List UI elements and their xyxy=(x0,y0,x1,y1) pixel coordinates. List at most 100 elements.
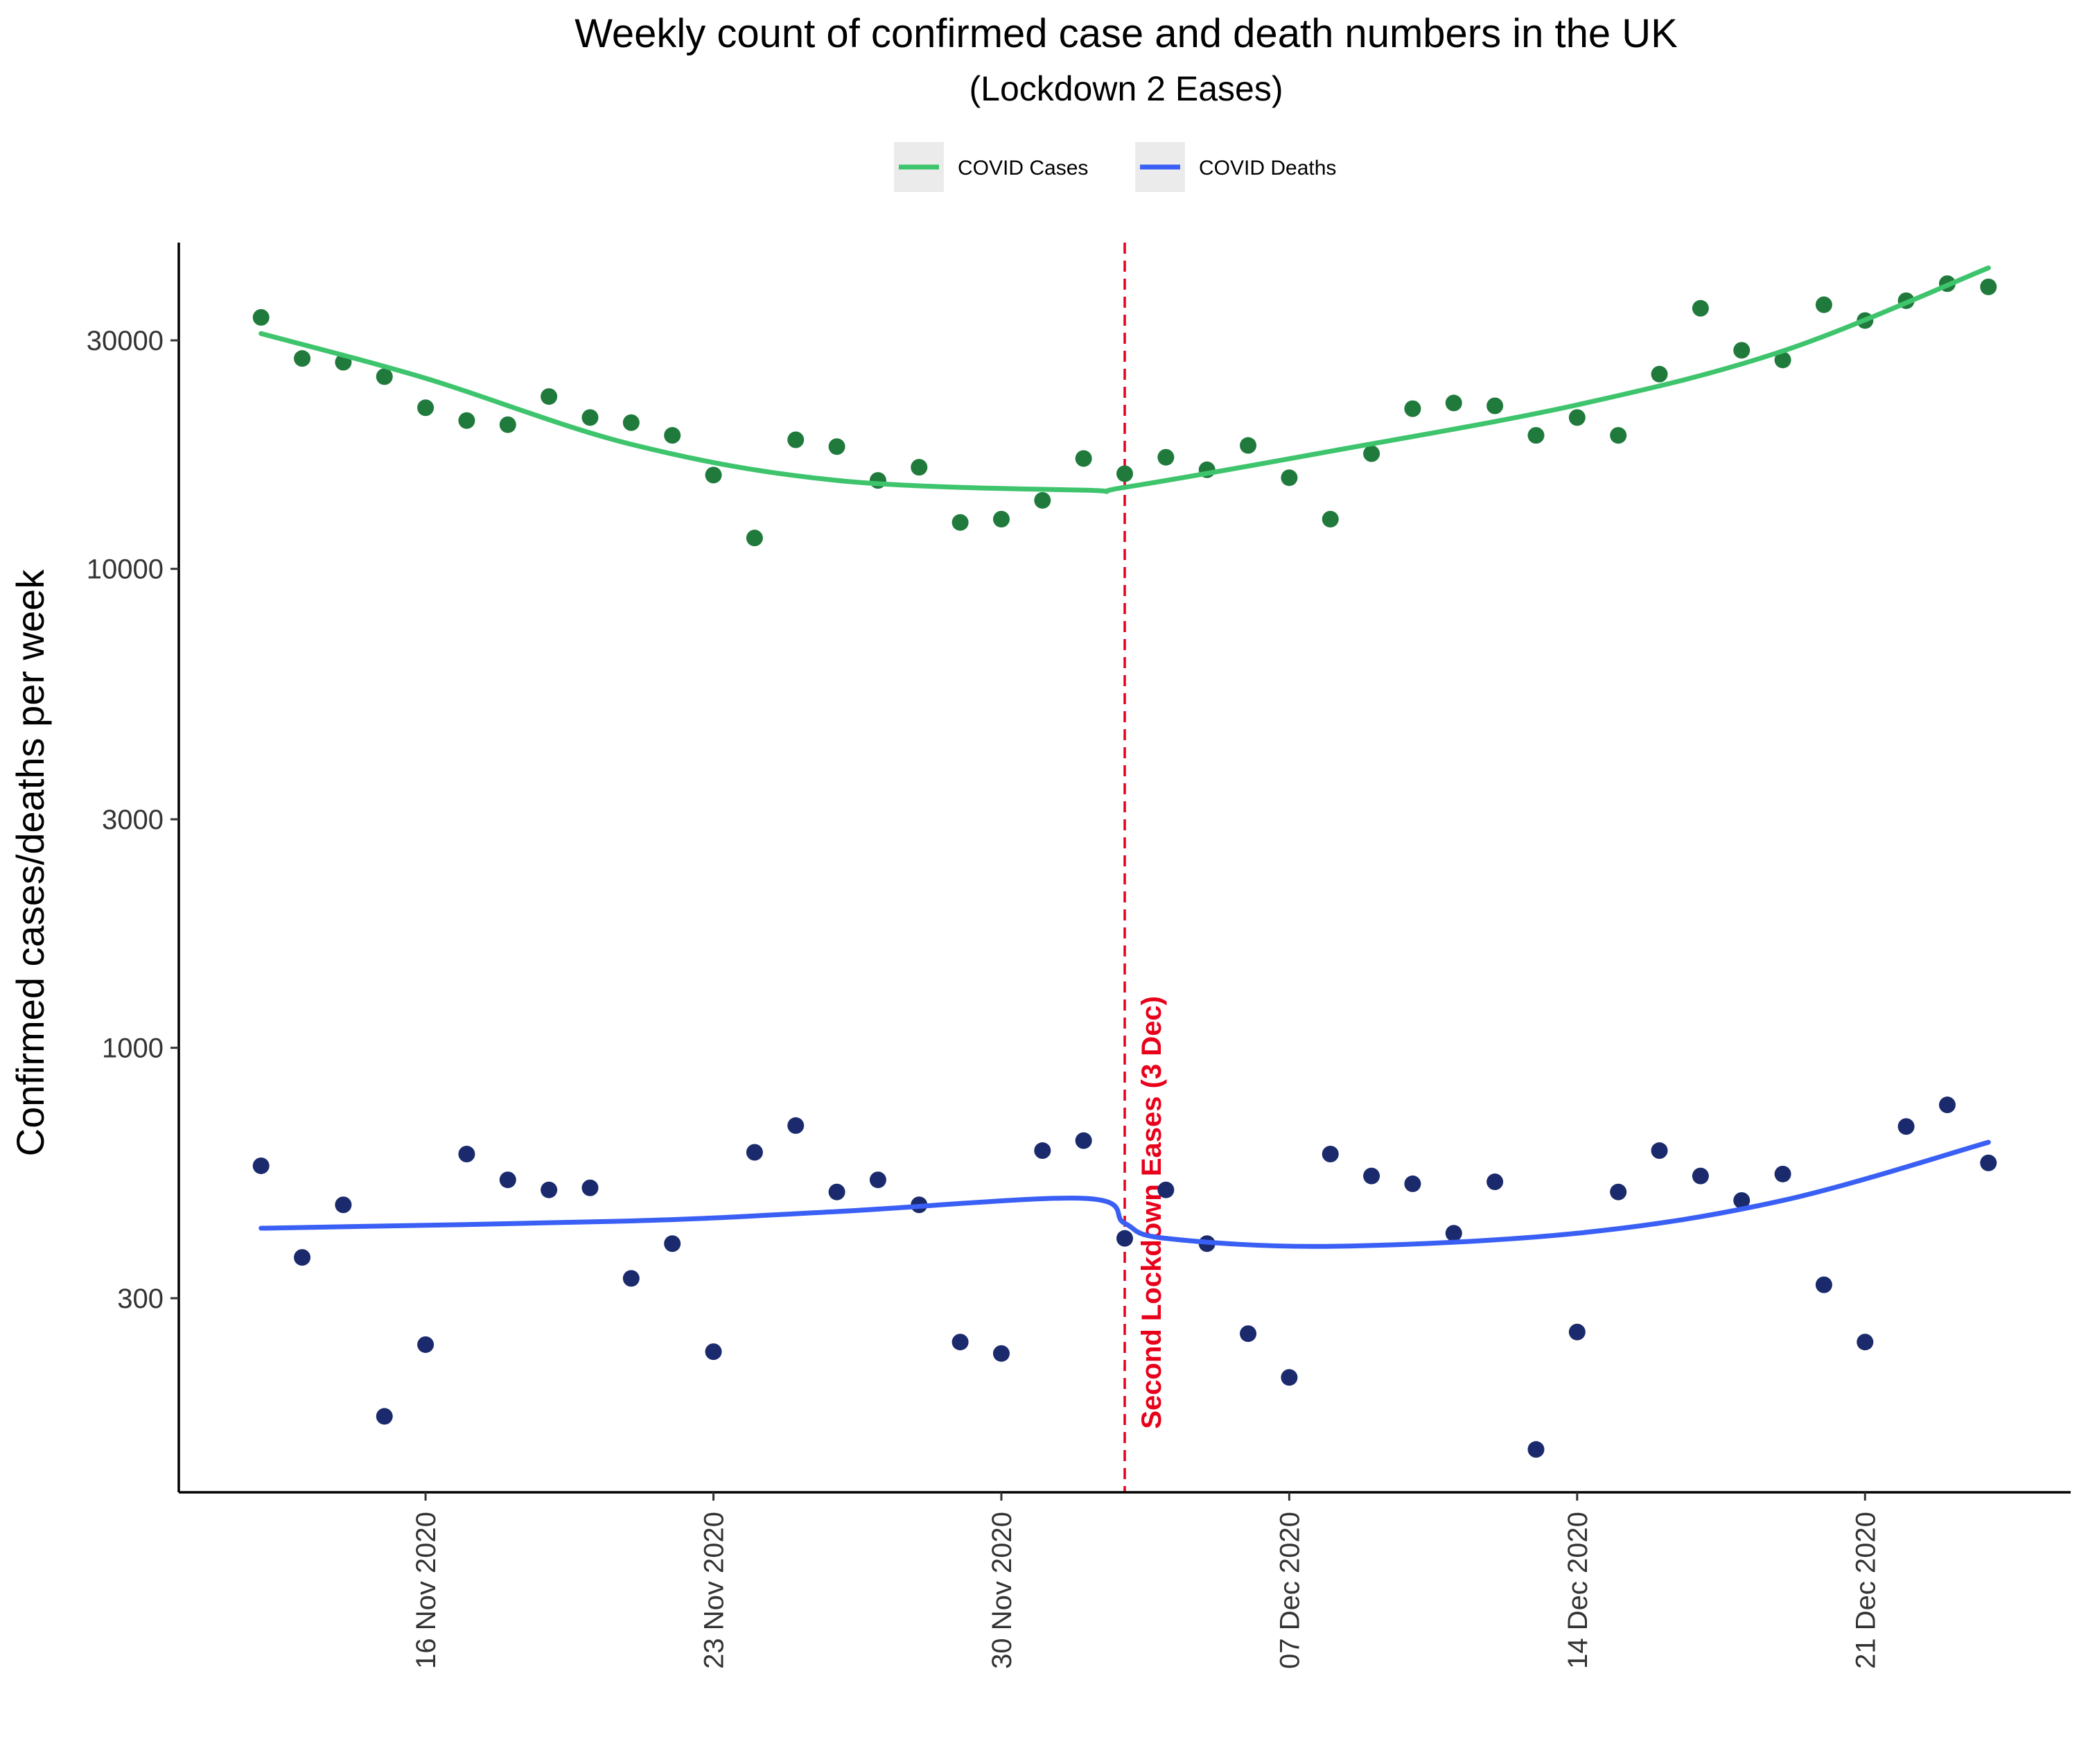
cases-point xyxy=(1815,296,1832,313)
cases-point xyxy=(1980,278,1997,295)
cases-point xyxy=(828,438,845,455)
deaths-trend-line xyxy=(258,1139,1991,1249)
cases-point xyxy=(1281,469,1298,487)
deaths-point xyxy=(1075,1132,1092,1149)
cases-point xyxy=(1692,299,1709,317)
legend-label-deaths: COVID Deaths xyxy=(1199,157,1336,180)
cases-point xyxy=(1034,491,1051,509)
x-tick-label: 07 Dec 2020 xyxy=(1274,1512,1305,1669)
cases-point xyxy=(746,530,763,547)
cases-point xyxy=(294,350,311,367)
cases-trend-line xyxy=(258,265,1991,494)
cases-point xyxy=(376,368,393,385)
deaths-point xyxy=(1486,1173,1504,1191)
deaths-point xyxy=(1445,1225,1462,1242)
y-axis-label: Confirmed cases/deaths per week xyxy=(8,569,52,1157)
cases-point xyxy=(787,431,805,448)
cases-point xyxy=(1116,465,1133,482)
y-axis: 300 1000 3000 10000 30000 xyxy=(87,243,180,1492)
deaths-point xyxy=(1527,1441,1545,1458)
deaths-point xyxy=(951,1334,969,1351)
deaths-point xyxy=(1692,1167,1709,1185)
cases-point xyxy=(417,399,435,417)
legend: COVID Cases COVID Deaths xyxy=(894,142,1336,192)
deaths-point xyxy=(1240,1325,1257,1343)
deaths-point xyxy=(1651,1142,1668,1160)
legend-label-cases: COVID Cases xyxy=(958,157,1088,180)
cases-point xyxy=(1733,342,1751,359)
deaths-point xyxy=(1363,1167,1380,1185)
deaths-point xyxy=(1034,1142,1051,1160)
cases-point xyxy=(458,412,475,429)
deaths-point xyxy=(458,1145,475,1162)
cases-point xyxy=(1404,400,1421,417)
deaths-point xyxy=(294,1249,311,1266)
cases-point xyxy=(992,510,1010,527)
plot-area: Second Lockdown Eases (3 Dec) xyxy=(252,243,1997,1492)
deaths-point xyxy=(869,1171,886,1189)
y-tick-label: 1000 xyxy=(102,1033,164,1064)
lockdown-eases-label: Second Lockdown Eases (3 Dec) xyxy=(1137,996,1167,1429)
cases-point xyxy=(1568,409,1586,426)
deaths-point xyxy=(1281,1369,1298,1386)
cases-point xyxy=(1774,351,1791,369)
cases-point xyxy=(1651,365,1668,383)
cases-point xyxy=(1157,448,1175,466)
x-tick-label: 21 Dec 2020 xyxy=(1850,1512,1881,1669)
deaths-point xyxy=(1610,1183,1627,1200)
cases-point xyxy=(541,388,558,405)
cases-point xyxy=(1363,445,1380,462)
chart-title: Weekly count of confirmed case and death… xyxy=(574,11,1678,56)
deaths-point xyxy=(1938,1097,1956,1114)
x-tick-label: 30 Nov 2020 xyxy=(987,1512,1017,1669)
cases-point xyxy=(911,459,928,476)
deaths-point xyxy=(335,1196,352,1214)
deaths-point xyxy=(1980,1154,1997,1171)
deaths-point xyxy=(376,1408,393,1425)
cases-point xyxy=(1527,427,1545,444)
deaths-point xyxy=(417,1336,435,1353)
cases-point xyxy=(1075,450,1092,467)
deaths-point xyxy=(541,1181,558,1198)
deaths-point xyxy=(1897,1118,1915,1135)
cases-point xyxy=(1610,427,1627,444)
y-tick-label: 10000 xyxy=(87,554,164,585)
deaths-point xyxy=(1815,1276,1832,1293)
cases-point xyxy=(1322,510,1339,527)
x-tick-label: 16 Nov 2020 xyxy=(411,1512,441,1669)
y-tick-label: 30000 xyxy=(87,326,164,356)
chart-subtitle: (Lockdown 2 Eases) xyxy=(969,69,1283,108)
deaths-point xyxy=(746,1144,763,1161)
cases-point xyxy=(499,416,516,433)
deaths-point xyxy=(664,1235,681,1252)
cases-point xyxy=(951,514,969,531)
y-tick-label: 3000 xyxy=(102,805,164,835)
deaths-point xyxy=(1157,1181,1175,1198)
deaths-point xyxy=(828,1183,845,1200)
deaths-point xyxy=(622,1270,640,1287)
deaths-point xyxy=(1116,1230,1133,1247)
deaths-point xyxy=(1733,1191,1751,1209)
x-tick-label: 14 Dec 2020 xyxy=(1563,1512,1593,1669)
deaths-point xyxy=(1568,1323,1586,1341)
cases-point xyxy=(581,409,599,426)
deaths-point xyxy=(1322,1145,1339,1162)
x-axis: 16 Nov 2020 23 Nov 2020 30 Nov 2020 07 Dec … xyxy=(179,1491,2071,1669)
deaths-point xyxy=(1774,1165,1791,1182)
cases-point xyxy=(1445,394,1462,412)
y-tick-label: 300 xyxy=(117,1284,164,1314)
cases-point xyxy=(622,414,640,431)
series-deaths xyxy=(252,1097,1997,1458)
cases-point xyxy=(252,308,270,326)
x-tick-label: 23 Nov 2020 xyxy=(699,1512,730,1669)
cases-point xyxy=(1486,397,1504,414)
deaths-point xyxy=(581,1179,599,1196)
deaths-point xyxy=(1857,1334,1874,1351)
cases-point xyxy=(664,427,681,444)
deaths-point xyxy=(992,1345,1010,1362)
cases-point xyxy=(705,466,722,484)
deaths-point xyxy=(1404,1175,1421,1192)
deaths-point xyxy=(252,1157,270,1174)
deaths-point xyxy=(705,1343,722,1361)
